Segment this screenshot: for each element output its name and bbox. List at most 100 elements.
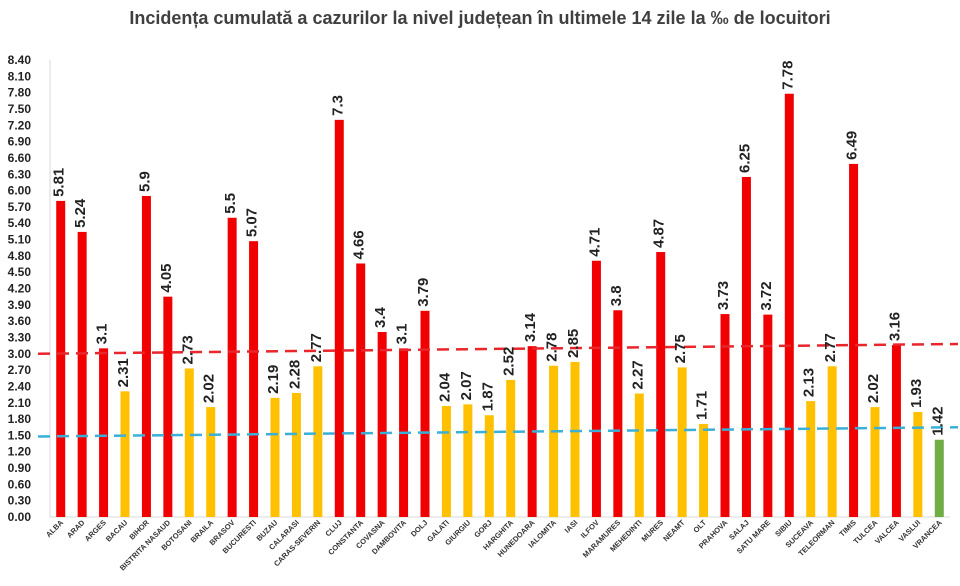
bar-ialomita [549,365,559,517]
value-label-maramures: 3.8 [608,285,625,306]
value-label-timis: 6.49 [844,131,861,160]
bar-galati [441,406,451,517]
y-tick-label: 1.50 [8,428,32,442]
value-label-valcea: 3.16 [886,312,903,341]
value-label-neamt: 2.75 [672,334,689,363]
bar-harghita [506,379,516,517]
y-tick-label: 0.90 [8,461,32,475]
category-label-alba: ALBA [44,518,66,540]
value-label-botosani: 2.73 [179,335,196,364]
category-label-valcea: VALCEA [873,518,901,546]
bar-suceava [806,401,816,517]
threshold-line-1 [37,342,959,356]
value-label-harghita: 2.52 [501,347,518,376]
value-label-sibiu: 7.78 [779,61,796,90]
bar-sibiu [784,93,794,517]
bar-mehedinti [634,393,644,517]
bar-timis [849,163,859,518]
y-axis-ticks: 0.00 0.30 0.60 0.90 1.20 1.50 1.80 2.10 2.40 2.70… [8,53,32,524]
y-tick-label: 7.80 [8,86,32,100]
value-label-ilfov: 4.71 [586,228,603,257]
bar-giurgiu [463,404,473,517]
y-tick-label: 5.10 [8,233,32,247]
y-tick-label: 6.30 [8,167,32,181]
bar-bacau [120,391,130,517]
y-tick-label: 7.20 [8,118,32,132]
value-label-arad: 5.24 [72,198,89,228]
value-label-bihor: 5.9 [136,171,153,192]
category-label-neamt: NEAMT [661,518,687,544]
value-label-vrancea: 1.42 [929,407,946,436]
value-label-dambovita: 3.1 [394,323,411,344]
bar-arges [99,348,109,517]
bar-bihor [141,196,151,517]
value-label-iasi: 2.85 [565,329,582,358]
bar-botosani [184,368,194,517]
value-label-satu-mare: 3.72 [758,281,775,310]
category-label-olt: OLT [691,518,708,535]
value-label-prahova: 3.73 [715,281,732,310]
bar-cluj [334,119,344,517]
value-label-arges: 3.1 [94,323,111,344]
value-label-giurgiu: 2.07 [458,371,475,400]
value-label-ialomita: 2.78 [544,333,561,362]
bar-teleorman [827,366,837,517]
category-label-mures: MURES [640,518,666,544]
y-tick-label: 2.70 [8,363,32,377]
bar-mures [656,252,666,517]
value-label-salaj: 6.25 [736,144,753,173]
y-tick-label: 6.00 [8,184,32,198]
y-tick-label: 2.10 [8,396,32,410]
bar-neamt [677,367,687,517]
bar-constanta [356,263,366,517]
y-tick-label: 6.90 [8,135,32,149]
bar-tulcea [870,407,880,517]
chart-title: Incidența cumulată a cazurilor la nivel … [129,8,830,28]
y-tick-label: 0.30 [8,494,32,508]
bar-brasov [227,217,237,517]
y-tick-label: 3.00 [8,347,32,361]
value-label-mehedinti: 2.27 [629,360,646,389]
value-labels-group: 5.815.243.12.315.94.052.732.025.55.072.1… [51,61,947,436]
value-label-tulcea: 2.02 [865,374,882,403]
y-tick-label: 3.30 [8,330,32,344]
value-label-suceava: 2.13 [801,368,818,397]
value-label-gorj: 1.87 [479,382,496,411]
bar-caras-severin [313,366,323,517]
y-tick-label: 1.20 [8,445,32,459]
value-label-braila: 2.02 [201,374,218,403]
value-label-alba: 5.81 [51,168,68,197]
y-tick-label: 4.20 [8,282,32,296]
y-tick-label: 7.50 [8,102,32,116]
y-tick-label: 1.80 [8,412,32,426]
bar-maramures [613,310,623,517]
value-label-covasna: 3.4 [372,307,389,329]
category-label-bacau: BACAU [104,518,130,544]
y-tick-label: 8.40 [8,53,32,67]
bar-braila [206,407,216,517]
y-tick-label: 4.50 [8,265,32,279]
value-label-galati: 2.04 [436,372,453,402]
bar-buzau [270,397,280,517]
y-tick-label: 5.40 [8,216,32,230]
value-label-mures: 4.87 [651,219,668,248]
bar-alba [56,200,66,518]
bar-bistrita-nasaud [163,296,173,517]
bar-iasi [570,361,580,517]
y-tick-label: 5.70 [8,200,32,214]
value-label-vaslui: 1.93 [908,379,925,408]
value-label-hunedoara: 3.14 [522,312,539,342]
bar-satu-mare [763,314,773,517]
y-tick-label: 4.80 [8,249,32,263]
y-tick-label: 6.60 [8,151,32,165]
y-tick-label: 8.10 [8,69,32,83]
category-label-iasi: IASI [563,518,580,535]
value-label-teleorman: 2.77 [822,333,839,362]
y-tick-label: 0.00 [8,510,32,524]
value-label-constanta: 4.66 [351,230,368,259]
value-label-dolj: 3.79 [415,278,432,307]
value-label-caras-severin: 2.77 [308,333,325,362]
value-label-calarasi: 2.28 [286,360,303,389]
